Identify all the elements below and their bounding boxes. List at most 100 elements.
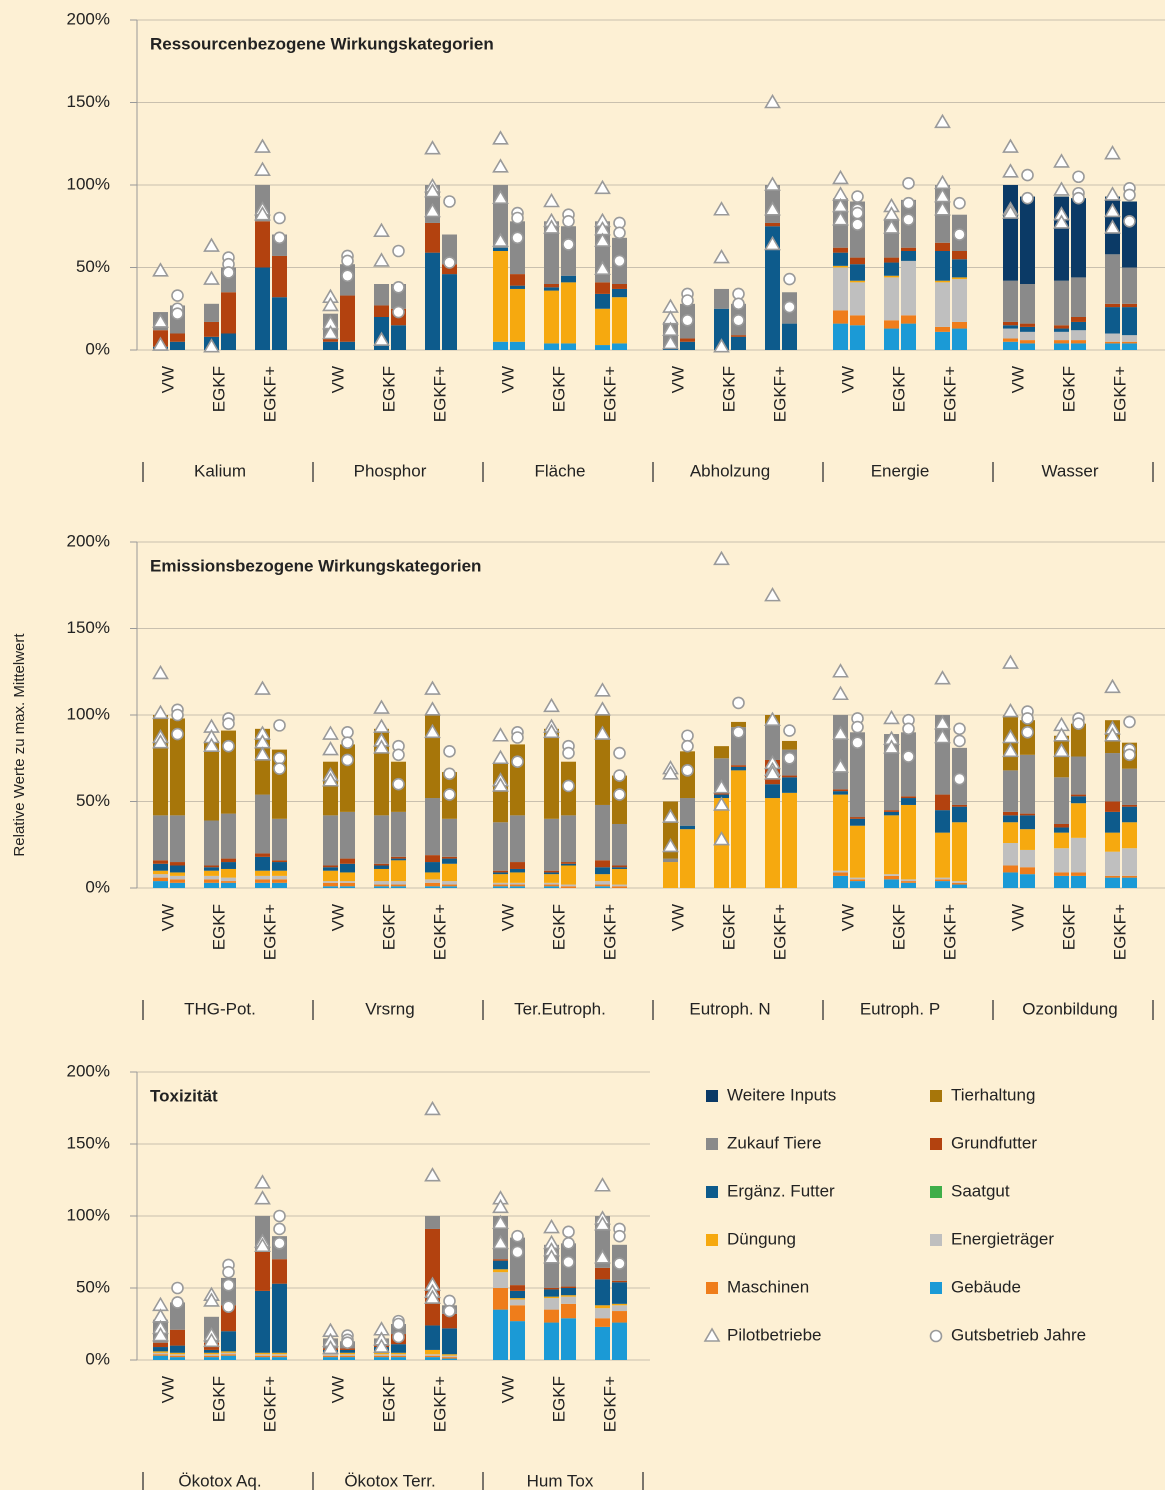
marker <box>152 704 169 720</box>
marker <box>662 765 679 780</box>
marker <box>273 751 286 765</box>
bar-segment <box>153 881 168 888</box>
bar-segment <box>1003 338 1018 342</box>
bar-segment <box>391 860 406 882</box>
bar-segment <box>442 858 457 864</box>
bar-segment <box>510 1290 525 1299</box>
bar-segment <box>1020 815 1035 830</box>
marker <box>1053 742 1070 758</box>
bar-segment <box>1003 872 1018 888</box>
bar-segment <box>833 247 848 253</box>
bar-segment <box>1122 267 1137 304</box>
bar-segment <box>1122 804 1137 807</box>
bar-segment <box>374 284 389 306</box>
y-tick-label: 50% <box>76 791 110 810</box>
marker <box>424 1100 441 1116</box>
bar-segment <box>323 865 338 868</box>
bar-segment <box>1003 321 1018 326</box>
marker <box>341 269 354 283</box>
bar-segment <box>1122 848 1137 876</box>
bar-segment <box>884 328 899 350</box>
legend-swatch <box>706 1138 718 1150</box>
bar-segment <box>510 744 525 816</box>
bar-segment <box>561 884 576 887</box>
marker <box>152 734 169 749</box>
bar-segment <box>340 1354 355 1356</box>
x-tick-label: EGKF <box>1059 366 1078 412</box>
bar-segment <box>272 879 287 883</box>
bar-segment <box>510 1298 525 1300</box>
marker <box>222 717 235 730</box>
bar-segment <box>833 267 848 311</box>
y-tick-label: 200% <box>67 9 110 28</box>
marker <box>511 755 524 769</box>
x-tick-label: EGKF+ <box>260 1376 279 1432</box>
bar-segment <box>731 721 746 728</box>
bar-segment <box>221 1351 236 1353</box>
x-tick-label: VW <box>328 1376 347 1403</box>
bar-segment <box>340 1348 355 1350</box>
bar-segment <box>544 1322 559 1360</box>
bar-segment <box>272 870 287 876</box>
bar-segment <box>204 875 219 880</box>
marker <box>681 313 694 327</box>
bar-segment <box>1105 832 1120 852</box>
bar-segment <box>1003 865 1018 873</box>
bar-segment <box>153 874 168 878</box>
bar-segment <box>510 815 525 863</box>
x-tick-label: EGKF+ <box>260 366 279 422</box>
marker <box>222 266 235 279</box>
bar-segment <box>340 341 355 350</box>
bar-segment <box>595 293 610 309</box>
bar-segment <box>153 860 168 864</box>
bar-segment <box>1105 811 1120 833</box>
bar-segment <box>544 1298 559 1310</box>
marker <box>254 206 271 221</box>
marker <box>883 709 900 725</box>
bar-segment <box>595 282 610 294</box>
bar-segment <box>374 1354 389 1356</box>
bar-segment <box>255 794 270 854</box>
marker <box>713 779 730 794</box>
marker <box>1002 138 1019 153</box>
marker <box>1123 715 1136 729</box>
bar-segment <box>374 1352 389 1355</box>
bar-segment <box>442 1313 457 1329</box>
bar-segment <box>255 1352 270 1355</box>
bar-segment <box>493 882 508 885</box>
marker <box>341 753 354 767</box>
bar-segment <box>1105 341 1120 344</box>
bar-segment <box>323 886 338 888</box>
bar-segment <box>153 1354 168 1356</box>
bar-segment <box>340 811 355 859</box>
bar-segment <box>204 740 219 821</box>
x-tick-label: VW <box>328 366 347 393</box>
bar-segment <box>153 1351 168 1353</box>
marker <box>254 161 271 176</box>
bar-segment <box>425 1354 440 1356</box>
group-label: Eutroph. N <box>689 999 770 1018</box>
group-label: Abholzung <box>690 461 770 480</box>
legend-marker <box>929 1329 943 1343</box>
bar-segment <box>1122 303 1137 308</box>
y-tick-label: 50% <box>76 1277 110 1296</box>
bar-segment <box>1003 815 1018 823</box>
bar-segment <box>952 279 967 322</box>
bar-segment <box>544 728 559 819</box>
bar-segment <box>323 1357 338 1360</box>
bar-segment <box>561 343 576 350</box>
y-tick-label: 150% <box>67 618 110 637</box>
bar-segment <box>714 794 729 799</box>
bar-segment <box>255 870 270 876</box>
x-tick-label: VW <box>158 366 177 393</box>
bar-segment <box>170 1345 185 1353</box>
marker <box>492 1234 509 1250</box>
marker <box>764 235 781 251</box>
marker <box>222 1265 235 1279</box>
marker <box>851 206 864 220</box>
marker <box>171 289 184 302</box>
legend-label: Ergänz. Futter <box>727 1181 835 1200</box>
marker <box>562 238 575 251</box>
marker <box>152 664 169 680</box>
